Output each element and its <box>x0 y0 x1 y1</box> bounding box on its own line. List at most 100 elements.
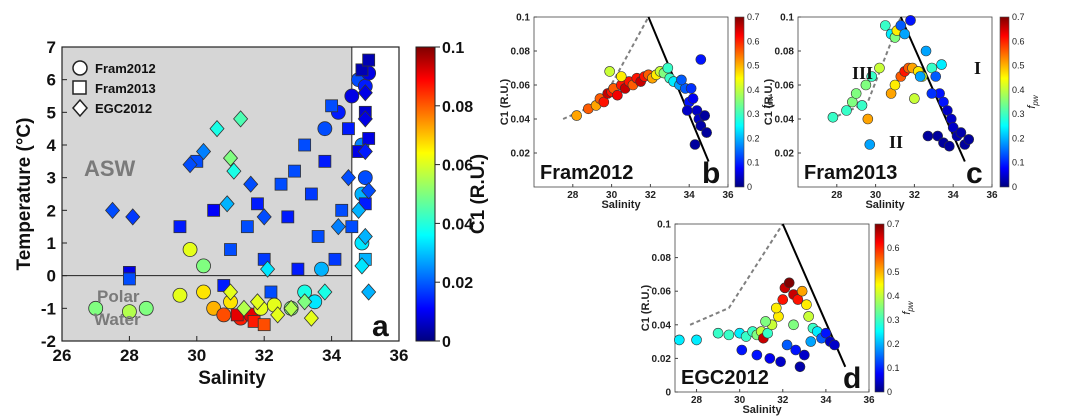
panel-d-xtick-label: 34 <box>820 395 832 406</box>
panel-c-ytick-label: 0.08 <box>775 47 795 58</box>
panel-d-point <box>723 329 735 341</box>
panel-a-point-egc2012 <box>222 149 239 167</box>
panel-a-point-fram2013 <box>173 220 187 234</box>
panel-c-point <box>889 79 901 91</box>
panel-d-xlabel: Salinity <box>742 404 782 416</box>
panel-d-mixing-dashed-line <box>689 223 784 326</box>
panel-a-colorbar-ticks: 0 0.02 0.04 0.06 0.08 0.1 <box>435 40 473 351</box>
panel-c-point <box>920 45 932 57</box>
panel-d-xtick-label: 32 <box>777 395 789 406</box>
polar-water-label-line1: Polar <box>97 287 140 306</box>
panel-c-ytick-label: 0.1 <box>780 13 794 24</box>
panel-d-xtick-label: 36 <box>863 395 875 406</box>
panel-c-colorbar-tick-label: 0 <box>1012 182 1017 192</box>
panel-b-ytick-label: 0.04 <box>511 115 531 126</box>
panel-b-point <box>681 105 693 116</box>
panel-c-colorbar-tick-label: 0.4 <box>1012 85 1025 95</box>
panel-b-point <box>687 93 699 104</box>
panel-d-ytick-label: 0.1 <box>657 220 671 231</box>
panel-a-point-fram2013 <box>345 220 359 234</box>
panel-c-letter: c <box>966 157 983 190</box>
panel-d-point <box>777 294 789 305</box>
polar-water-label-line2: Water <box>94 310 141 329</box>
panel-c-ytick-label: 0.04 <box>775 115 795 126</box>
panel-c-point <box>850 88 862 99</box>
panel-b-point <box>604 66 615 77</box>
panel-a-point-fram2013 <box>123 272 136 286</box>
panel-b-colorbar-tick-label: 0.6 <box>747 36 760 46</box>
panel-a-point-egc2012 <box>357 84 373 102</box>
panel-a-ytick-label: 5 <box>47 103 56 122</box>
panel-b-point <box>689 139 701 150</box>
panel-c-xtick-label: 28 <box>831 190 843 201</box>
panel-a-point-egc2012 <box>361 283 377 301</box>
panel-a-point-fram2013 <box>274 177 288 191</box>
panel-c-point <box>866 71 878 82</box>
panel-a-point-fram2012 <box>357 170 373 186</box>
panel-d-point <box>792 294 804 305</box>
panel-b-fram2012: 28 30 32 34 36 0.02 0.04 0.06 0.08 0.1 Salinity C1 … <box>499 12 775 211</box>
panel-a-ytick-label: 2 <box>47 201 56 220</box>
panel-a-point-egc2012 <box>283 299 299 317</box>
panel-c-point <box>905 15 916 26</box>
panel-a-point-egc2012 <box>351 201 367 219</box>
panel-d-point <box>788 319 799 331</box>
panel-a-point-fram2012 <box>317 121 333 137</box>
panel-c-point <box>936 59 947 70</box>
panel-d-point <box>760 316 771 327</box>
panel-b-point <box>676 74 687 86</box>
panel-b-xtick-label: 36 <box>722 190 734 201</box>
panel-c-point <box>827 112 839 123</box>
panel-a-colorbar-tick-label: 0.1 <box>442 40 464 57</box>
legend-label-egc2012: EGC2012 <box>95 101 152 116</box>
panel-a-colorbar-tick-label: 0.04 <box>442 216 473 233</box>
panel-c-point <box>930 71 942 82</box>
panel-b-colorbar-label-subscript: pw <box>766 94 775 106</box>
panel-c-colorbar <box>999 16 1010 188</box>
panel-c-colorbar-tick-label: 0.7 <box>1012 12 1025 22</box>
panel-a-point-egc2012 <box>209 120 225 138</box>
panel-a-point-fram2013 <box>257 318 271 332</box>
panel-a-point-egc2012 <box>317 283 333 301</box>
panel-b-point <box>701 127 712 138</box>
panel-d-xtick-label: 28 <box>691 395 703 406</box>
panel-c-ytick-label: 0.02 <box>775 149 795 160</box>
panel-a-ytick-label: 6 <box>47 71 56 90</box>
panel-b-point <box>612 89 623 101</box>
panel-c-region-r2: II <box>889 132 903 152</box>
panel-a-point-fram2013 <box>362 132 376 145</box>
panel-c-plot-area <box>797 16 993 188</box>
panel-d-ytick-label: 0.04 <box>652 320 672 331</box>
panel-b-ytick-label: 0.02 <box>511 149 531 160</box>
panel-c-ylabel: C1 (R.U.) <box>763 78 775 125</box>
panel-a-xtick-label: 32 <box>255 346 274 365</box>
panel-a-colorbar-tick-label: 0.02 <box>442 275 473 292</box>
panel-c-ytick-label: 0.06 <box>775 81 795 92</box>
panel-d-point <box>764 353 776 364</box>
panel-d-point <box>805 336 817 347</box>
panel-a-xtick-label: 28 <box>120 346 139 365</box>
panel-b-point <box>571 110 582 121</box>
panel-c-point <box>955 127 967 138</box>
panel-a-point-egc2012 <box>357 142 373 161</box>
panel-d-colorbar-tick-label: 0.1 <box>887 363 900 373</box>
panel-a-point-fram2013 <box>304 187 318 201</box>
panel-c-point <box>862 113 874 125</box>
panel-a-point-fram2013 <box>251 197 264 211</box>
panel-d-point <box>829 339 840 351</box>
panel-a-point-fram2013 <box>240 220 254 234</box>
panel-a-point-egc2012 <box>222 283 239 301</box>
panel-a-point-egc2012 <box>182 155 198 174</box>
panel-a-ylabel: Temperature (°C) <box>14 118 35 271</box>
panel-a-point-fram2012 <box>314 261 329 277</box>
panel-a-point-fram2013 <box>224 243 237 256</box>
panel-a-xtick-label: 34 <box>322 346 341 365</box>
panel-c-fram2013: 28 30 32 34 36 0.02 0.04 0.06 0.08 0.1 Salinity C1 … <box>763 12 1040 211</box>
panel-d-point <box>799 349 810 361</box>
panel-b-colorbar-tick-label: 0.5 <box>747 61 760 71</box>
panel-a-point-fram2013 <box>328 252 342 266</box>
panel-d-ytick-label: 0.06 <box>652 287 672 298</box>
panel-a-point-fram2013 <box>288 164 301 178</box>
panel-d-point <box>762 327 773 339</box>
